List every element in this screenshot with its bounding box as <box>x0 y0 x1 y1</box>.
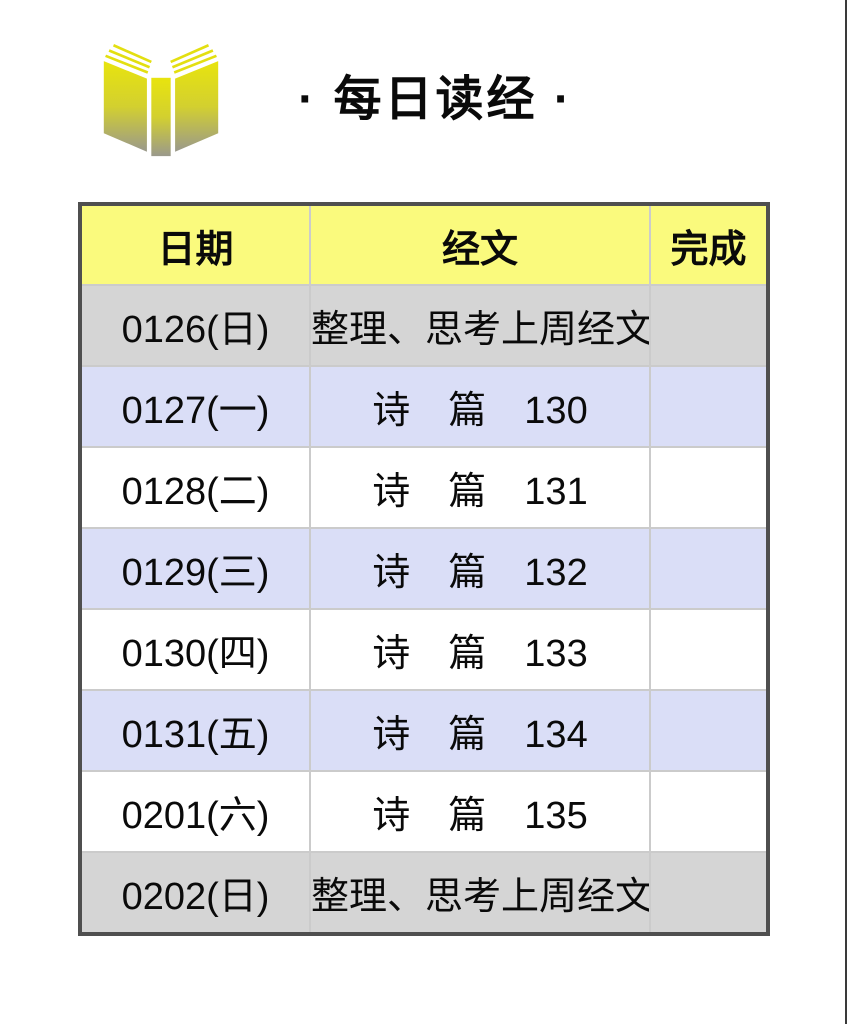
table-row: 0126(日) 整理、思考上周经文 <box>79 284 769 367</box>
table-header-row: 日期 经文 完成 <box>79 203 769 286</box>
page-title: · 每日读经 · <box>298 73 573 126</box>
scripture-cell: 诗 篇 130 <box>309 365 651 448</box>
open-book-icon <box>103 44 219 157</box>
table-row: 0128(二) 诗 篇 131 <box>79 446 769 529</box>
reading-schedule-table: 日期 经文 完成 0126(日) 整理、思考上周经文 0127(一) 诗 篇 130 0… <box>78 202 770 936</box>
scripture-cell: 诗 篇 131 <box>309 446 651 529</box>
done-cell <box>649 365 769 448</box>
scripture-cell: 整理、思考上周经文 <box>309 284 651 367</box>
table-row: 0201(六) 诗 篇 135 <box>79 770 769 853</box>
done-cell <box>649 770 769 853</box>
column-header-scripture: 经文 <box>309 203 651 286</box>
date-cell: 0129(三) <box>79 527 311 610</box>
date-cell: 0131(五) <box>79 689 311 772</box>
scripture-cell: 诗 篇 132 <box>309 527 651 610</box>
screen-right-edge-line <box>845 0 847 1024</box>
scripture-cell: 诗 篇 133 <box>309 608 651 691</box>
table-row: 0202(日) 整理、思考上周经文 <box>79 851 769 935</box>
page-header: · 每日读经 · <box>0 0 847 200</box>
done-cell <box>649 446 769 529</box>
done-cell <box>649 608 769 691</box>
date-cell: 0130(四) <box>79 608 311 691</box>
done-cell <box>649 689 769 772</box>
done-cell <box>649 527 769 610</box>
date-cell: 0202(日) <box>79 851 311 935</box>
table-row: 0129(三) 诗 篇 132 <box>79 527 769 610</box>
table-row: 0127(一) 诗 篇 130 <box>79 365 769 448</box>
scripture-cell: 诗 篇 134 <box>309 689 651 772</box>
column-header-done: 完成 <box>649 203 769 286</box>
scripture-cell: 诗 篇 135 <box>309 770 651 853</box>
table-row: 0131(五) 诗 篇 134 <box>79 689 769 772</box>
done-cell <box>649 284 769 367</box>
scripture-cell: 整理、思考上周经文 <box>309 851 651 935</box>
column-header-date: 日期 <box>79 203 311 286</box>
date-cell: 0126(日) <box>79 284 311 367</box>
date-cell: 0201(六) <box>79 770 311 853</box>
done-cell <box>649 851 769 935</box>
date-cell: 0127(一) <box>79 365 311 448</box>
table-row: 0130(四) 诗 篇 133 <box>79 608 769 691</box>
date-cell: 0128(二) <box>79 446 311 529</box>
